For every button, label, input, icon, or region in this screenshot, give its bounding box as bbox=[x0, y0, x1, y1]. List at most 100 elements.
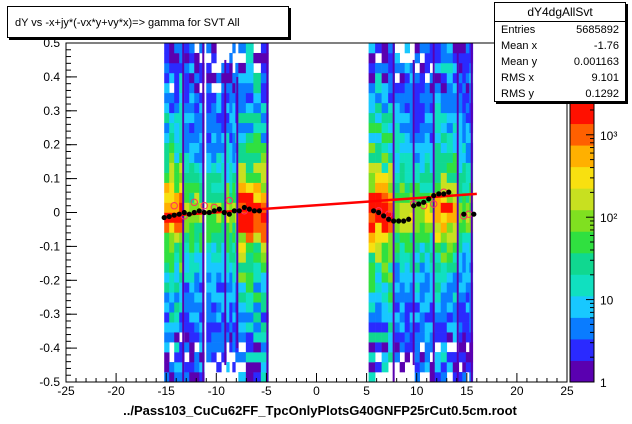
x-tick-label: -25 bbox=[57, 384, 75, 398]
heatmap-cell bbox=[199, 222, 205, 233]
heatmap-cell bbox=[211, 172, 217, 183]
heatmap-cell bbox=[404, 142, 410, 153]
heatmap-cell bbox=[368, 192, 376, 203]
heatmap-cell bbox=[388, 242, 395, 253]
color-scale-band bbox=[570, 317, 594, 340]
heatmap-cell bbox=[245, 332, 254, 343]
heatmap-cell bbox=[184, 72, 190, 84]
heatmap-cell bbox=[216, 152, 222, 163]
profile-point bbox=[241, 204, 247, 211]
heatmap-cell bbox=[424, 43, 431, 54]
heatmap-cell bbox=[429, 312, 436, 323]
heatmap-cell bbox=[169, 212, 175, 223]
profile-point bbox=[251, 208, 257, 214]
heatmap-cell bbox=[424, 52, 431, 64]
heatmap-cell bbox=[409, 282, 415, 293]
heatmap-cell bbox=[424, 312, 431, 323]
heatmap-cell bbox=[446, 162, 454, 173]
heatmap-cell bbox=[206, 172, 212, 183]
heatmap-cell bbox=[199, 132, 205, 144]
heatmap-cell bbox=[216, 262, 222, 273]
heatmap-cell bbox=[216, 252, 222, 263]
heatmap-cell bbox=[440, 72, 448, 84]
heatmap-cell bbox=[260, 152, 269, 163]
heatmap-cell bbox=[368, 152, 376, 163]
heatmap-cell bbox=[199, 292, 205, 303]
heatmap-cell bbox=[424, 222, 431, 233]
heatmap-cell bbox=[419, 232, 426, 243]
profile-points-layer bbox=[161, 188, 477, 224]
heatmap-cell bbox=[179, 182, 185, 193]
heatmap-cell bbox=[399, 152, 405, 163]
heatmap-cell bbox=[232, 222, 236, 233]
heatmap-cell bbox=[465, 232, 470, 243]
heatmap-cell bbox=[184, 302, 190, 313]
heatmap-cell bbox=[174, 332, 180, 343]
heatmap-cell bbox=[368, 142, 376, 153]
heatmap-cell bbox=[169, 72, 175, 84]
heatmap-cell bbox=[194, 102, 200, 114]
heatmap-cell bbox=[232, 312, 236, 323]
profile-point bbox=[381, 213, 387, 219]
heatmap-cell bbox=[206, 302, 212, 313]
heatmap-cell bbox=[375, 122, 382, 134]
heatmap-cell bbox=[419, 92, 426, 104]
heatmap-cell bbox=[169, 92, 175, 104]
heatmap-cell bbox=[245, 52, 254, 64]
heatmap-cell bbox=[226, 142, 230, 153]
heatmap-cell bbox=[394, 122, 400, 134]
heatmap-cell bbox=[253, 132, 262, 144]
heatmap-cell bbox=[221, 342, 227, 353]
heatmap-cell bbox=[184, 262, 190, 273]
heatmap-cell bbox=[429, 172, 436, 183]
heatmap-cell bbox=[404, 352, 410, 363]
heatmap-cell bbox=[375, 152, 382, 163]
heatmap-cell bbox=[462, 342, 467, 353]
heatmap-cell bbox=[414, 112, 421, 124]
heatmap-cell bbox=[381, 132, 389, 144]
heatmap-cell bbox=[434, 372, 442, 383]
heatmap-cell bbox=[245, 182, 254, 193]
heatmap-cell bbox=[169, 272, 175, 283]
heatmap-cell bbox=[414, 43, 421, 54]
heatmap-cell bbox=[414, 362, 421, 373]
heatmap-cell bbox=[164, 82, 170, 94]
heatmap-cell bbox=[238, 252, 247, 263]
heatmap-cell bbox=[368, 202, 376, 213]
heatmap-cell bbox=[179, 302, 185, 313]
heatmap-cell bbox=[399, 72, 405, 84]
heatmap-cell bbox=[199, 302, 205, 313]
heatmap-cell bbox=[414, 122, 421, 134]
heatmap-cell bbox=[394, 252, 400, 263]
heatmap-cell bbox=[424, 92, 431, 104]
outlier-point bbox=[225, 196, 234, 205]
heatmap-cell bbox=[260, 262, 269, 273]
heatmap-cell bbox=[260, 72, 269, 84]
heatmap-cell bbox=[375, 102, 382, 114]
heatmap-cell bbox=[452, 302, 460, 313]
heatmap-cell bbox=[434, 252, 442, 263]
heatmap-cell bbox=[375, 282, 382, 293]
heatmap-cell bbox=[465, 262, 470, 273]
heatmap-cell bbox=[206, 262, 212, 273]
heatmap-cell bbox=[388, 102, 395, 114]
heatmap-cell bbox=[434, 272, 442, 283]
heatmap-cell bbox=[221, 282, 227, 293]
heatmap-cell bbox=[440, 232, 448, 243]
heatmap-cell bbox=[229, 92, 233, 104]
heatmap-cell bbox=[404, 242, 410, 253]
heatmap-cell bbox=[458, 172, 463, 183]
heatmap-cell bbox=[260, 372, 269, 383]
heatmap-cell bbox=[414, 132, 421, 144]
heatmap-cell bbox=[226, 242, 230, 253]
heatmap-cell bbox=[164, 92, 170, 104]
heatmap-cell bbox=[414, 162, 421, 173]
heatmap-cell bbox=[229, 292, 233, 303]
heatmap-cell bbox=[253, 172, 262, 183]
heatmap-cell bbox=[452, 312, 460, 323]
heatmap-cell bbox=[388, 282, 395, 293]
heatmap-cell bbox=[260, 342, 269, 353]
heatmap-cell bbox=[419, 162, 426, 173]
heatmap-cell bbox=[462, 82, 467, 94]
heatmap-cell bbox=[238, 172, 247, 183]
